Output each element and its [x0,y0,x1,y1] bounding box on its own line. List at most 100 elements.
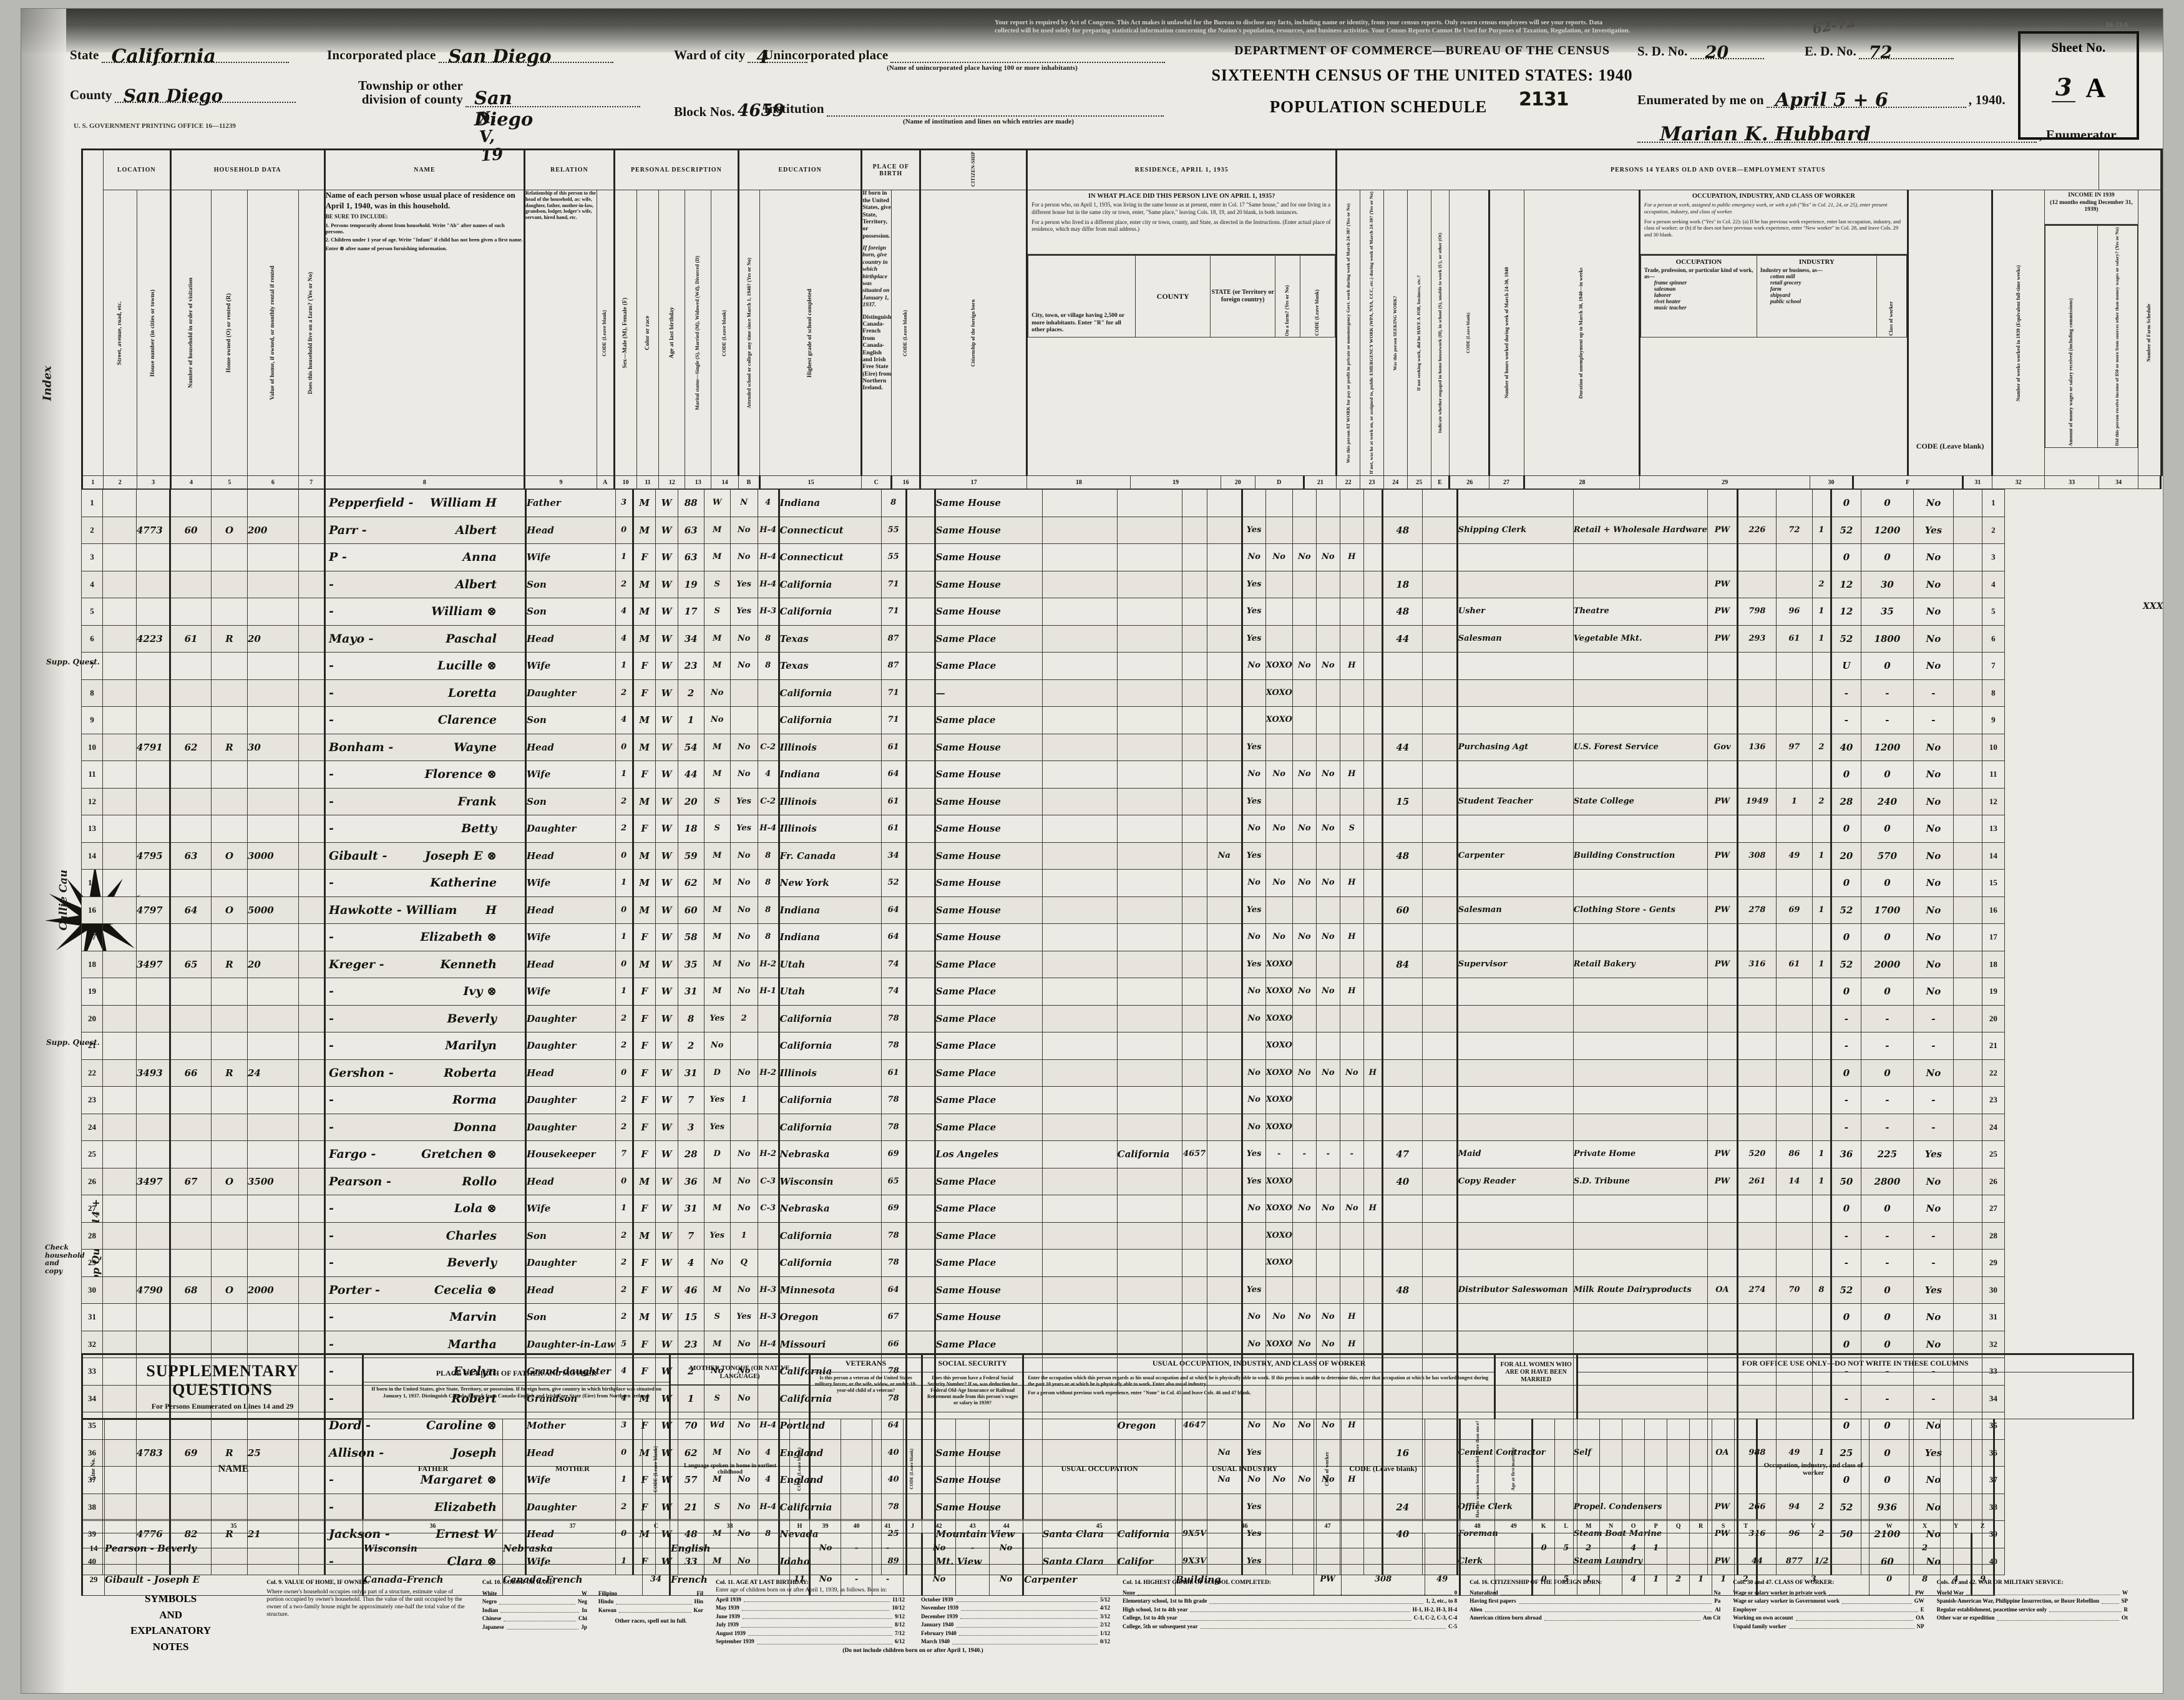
supplementary-subheader-row: Line No. NAME FATHER MOTHER CODE (Leave … [81,1419,2133,1520]
cell-grade [757,1086,779,1114]
cell-surname: - [329,1202,334,1216]
cell-hh [169,978,212,1006]
cell-surname: - [329,794,334,809]
cell-age: 58 [677,923,704,951]
col-personal-code-desc: CODE (Leave blank) [711,190,739,477]
sup-cell-code: 34 [642,1563,671,1596]
cell-c21: Yes [1241,733,1266,762]
cell-line-number: 16 [1981,896,2005,925]
col-house-no-desc: House number (in cities or towns) [136,190,171,477]
cell-f2 [1775,652,1813,680]
sup-cell-line-number: 14 [81,1532,105,1565]
month-label: July 1939 [716,1621,739,1628]
cell-own [211,706,248,734]
cell-c34 [1952,543,1982,571]
cell-c24: No [1315,1059,1340,1087]
cell-c27 [1421,896,1458,925]
cell-e [1363,1222,1383,1250]
cell-cit [905,1113,935,1142]
cell-f1 [1736,1222,1777,1250]
col-had-job-desc: If not seeking work, did he HAVE A JOB, … [1406,190,1431,477]
state-value: California [111,46,216,67]
cell-name: - Loretta [324,679,526,707]
table-row: 28- Charles Son 2 M W 7 Yes 1 California 78 Same Pl… [81,1222,2005,1250]
cell-bcode: 64 [880,760,907,789]
sup-cell-father: Canada-French [362,1563,504,1596]
sup-office-r [1689,1419,1713,1520]
cell-cls [1707,1059,1738,1087]
cell-street [102,1086,137,1114]
cell-f1 [1736,1086,1777,1114]
colnum-12: 12 [658,475,686,490]
cell-c21: No [1241,652,1266,680]
col-citizenship-desc: Citizenship of the foreign born [919,190,1028,477]
cell-farm [298,543,325,571]
cell-surname: - [329,1039,334,1053]
cell-street [102,1004,137,1033]
cell-code: 2 [615,1086,633,1114]
cell-birth: Illinois [778,787,882,816]
cell-f3 [1811,978,1831,1006]
cell-c23 [1292,570,1317,599]
cell-res18 [1041,489,1118,517]
cell-res17: Same House [934,543,1043,571]
cell-name: - Elizabeth ⊗ [324,923,526,951]
group-relation: RELATION [524,148,615,191]
cell-code: 4 [615,624,633,653]
cell-relation: Head [525,896,616,925]
cell-age: 36 [677,1167,704,1196]
cell-c34 [1952,598,1982,626]
cell-d [1206,950,1242,979]
cell-val [247,706,299,734]
cell-res19 [1116,624,1182,653]
group-household-data: HOUSEHOLD DATA [169,148,325,191]
cell-c31: 12 [1830,598,1861,626]
cell-hh [169,1303,212,1331]
cell-own [211,815,248,843]
cell-res20 [1181,1303,1207,1331]
cell-c34 [1952,896,1982,925]
sup-ss-c [989,1419,1024,1520]
class-worker-code: E [1920,1606,1924,1613]
cell-relation: Wife [525,923,616,951]
cell-surname: Parr - [329,523,367,537]
supnum-J: J [903,1518,923,1533]
cell-given-name: William H [430,496,497,510]
cell-res20 [1181,543,1207,571]
institution-caption: (Name of institution and lines on which … [902,118,1075,125]
cell-c31: 52 [1830,896,1861,925]
colnum-18: 18 [1026,475,1131,490]
colnum-A: A [596,475,615,490]
cell-cls [1707,760,1738,789]
war-service-code: W [2122,1589,2128,1596]
cell-sex: F [631,1276,656,1304]
sup-cell-code2: 308 [1341,1563,1426,1596]
cell-relation: Daughter [525,1113,616,1142]
cell-val [247,923,299,951]
cell-c27 [1421,978,1458,1006]
cell-farm [298,1086,325,1114]
cell-hh [169,787,212,816]
cell-c32: 240 [1860,787,1914,816]
cell-c24 [1315,1004,1340,1033]
cell-e [1363,842,1383,870]
cell-race: W [655,1086,678,1114]
cell-c27 [1421,842,1458,870]
group-personal-description: PERSONAL DESCRIPTION [613,148,739,191]
cell-occ [1456,815,1574,843]
cell-c31: 0 [1830,923,1861,951]
cell-e [1363,1167,1383,1196]
cell-own [211,787,248,816]
colnum-27: 27 [1489,475,1524,490]
cell-relation: Daughter [525,1004,616,1033]
cell-c34 [1952,1167,1982,1196]
cell-grade: C-2 [757,787,779,816]
cell-f1 [1736,489,1777,517]
sup-tongue-desc: Language spoken in home in earliest chil… [669,1419,791,1520]
cell-c26 [1381,706,1423,734]
cell-marital: M [703,978,731,1006]
cell-res20 [1181,1004,1207,1033]
cell-grade: H-2 [757,1140,779,1168]
cell-c22: No [1265,923,1293,951]
cell-c31: 52 [1830,950,1861,979]
